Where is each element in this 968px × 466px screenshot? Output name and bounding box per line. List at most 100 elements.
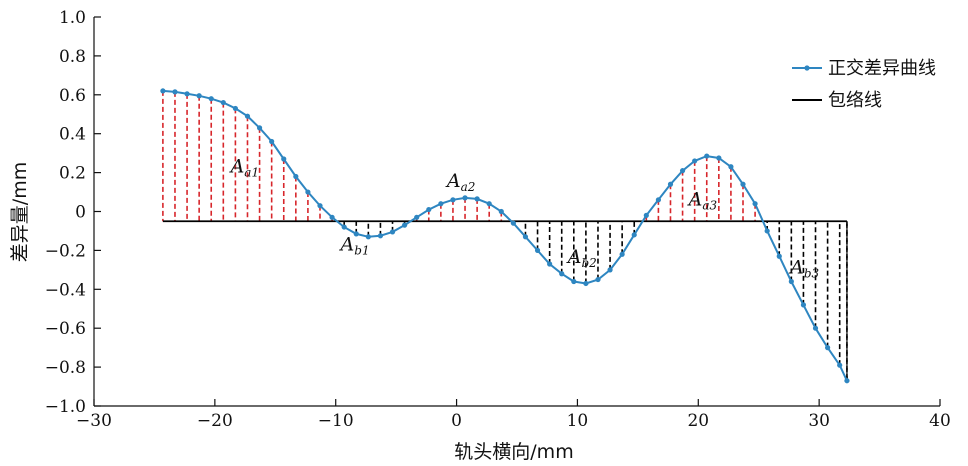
curve-point bbox=[184, 91, 190, 97]
curve-point bbox=[196, 93, 202, 99]
curve-point bbox=[607, 267, 613, 273]
curve-point bbox=[414, 214, 420, 220]
x-tick-label: −20 bbox=[197, 411, 233, 431]
curve-point bbox=[220, 99, 226, 106]
legend: 正交差异曲线 包络线 bbox=[792, 58, 936, 111]
curve-point bbox=[256, 125, 263, 131]
x-tick-label: 40 bbox=[929, 411, 951, 431]
area-label-subscript: a3 bbox=[702, 199, 717, 213]
y-tick-label: −0.8 bbox=[45, 358, 86, 378]
area-label-base: A bbox=[687, 189, 703, 211]
curve-point bbox=[402, 222, 408, 228]
curve-point bbox=[825, 345, 831, 351]
curve-point bbox=[498, 208, 504, 215]
curve-point bbox=[776, 253, 782, 259]
area-label-b1: Ab1 bbox=[339, 233, 370, 257]
area-label-b3: Ab3 bbox=[788, 257, 819, 281]
curve-point bbox=[619, 251, 625, 257]
x-tick-label: 30 bbox=[808, 411, 830, 431]
curve-point bbox=[655, 197, 662, 203]
curve-point bbox=[305, 189, 311, 195]
curve-point bbox=[160, 88, 166, 94]
legend-label-curve: 正交差异曲线 bbox=[828, 58, 936, 79]
x-tick-label: −30 bbox=[76, 411, 112, 431]
curve-point bbox=[486, 201, 492, 207]
curve-point bbox=[595, 276, 601, 283]
curve-point bbox=[800, 302, 807, 308]
area-label-subscript: b3 bbox=[804, 267, 820, 281]
curve-point bbox=[788, 278, 794, 285]
area-label-base: A bbox=[566, 246, 582, 268]
curve-point bbox=[365, 234, 371, 240]
area-label-subscript: b2 bbox=[581, 256, 596, 270]
axes: 1.0 0.8 0.6 0.4 0.2 0 −0.2 −0.4 −0.6 −0.8 −1.0−30 −… bbox=[45, 8, 951, 431]
curve-point bbox=[547, 261, 553, 267]
legend-label-envelope: 包络线 bbox=[828, 90, 882, 111]
curve-point bbox=[704, 153, 710, 159]
curve-point bbox=[837, 362, 843, 368]
legend-marker-curve bbox=[804, 65, 810, 71]
area-label-b2: Ab2 bbox=[566, 246, 597, 270]
curve-point bbox=[510, 220, 516, 226]
curve-point bbox=[716, 155, 722, 161]
y-tick-label: −1.0 bbox=[45, 397, 86, 417]
x-tick-label: −10 bbox=[318, 411, 354, 431]
x-tick-label: 10 bbox=[567, 411, 589, 431]
curve-point bbox=[269, 138, 275, 145]
area-label-a3: Aa3 bbox=[687, 189, 718, 213]
y-tick-label: 0.8 bbox=[59, 47, 86, 67]
curve-point bbox=[341, 224, 347, 230]
curve-point bbox=[844, 378, 850, 384]
y-tick-label: 0.6 bbox=[59, 86, 86, 106]
area-label-base: A bbox=[788, 257, 804, 279]
curve-point bbox=[764, 228, 770, 234]
area-label-subscript: b1 bbox=[354, 243, 369, 257]
curve-point bbox=[667, 181, 674, 187]
curve-point bbox=[692, 158, 698, 164]
curve-point bbox=[172, 89, 178, 95]
curve-point bbox=[462, 195, 468, 201]
area-label-base: A bbox=[339, 233, 355, 255]
area-label-a2: Aa2 bbox=[445, 170, 476, 194]
curve-point bbox=[450, 197, 456, 203]
curve-point bbox=[293, 173, 299, 180]
curve-point bbox=[559, 271, 565, 277]
hatch-layer bbox=[162, 90, 848, 381]
curve-point bbox=[426, 206, 432, 213]
curve-point bbox=[281, 156, 287, 162]
curve-point bbox=[534, 247, 541, 253]
x-tick-label: 20 bbox=[687, 411, 709, 431]
curve-point bbox=[631, 232, 637, 238]
curve-point bbox=[208, 96, 214, 102]
curve-point bbox=[244, 113, 251, 119]
curve-point bbox=[740, 181, 746, 187]
y-tick-label: 1.0 bbox=[59, 8, 86, 28]
area-label-subscript: a1 bbox=[244, 166, 259, 180]
curve-point bbox=[522, 234, 529, 240]
area-label-base: A bbox=[445, 170, 461, 192]
curve-point bbox=[232, 105, 239, 112]
difference-curve-line bbox=[162, 89, 848, 382]
y-tick-label: 0 bbox=[75, 203, 86, 223]
curve-point bbox=[474, 196, 480, 202]
curve-point bbox=[583, 280, 589, 287]
curve-point bbox=[389, 229, 396, 235]
series-layer bbox=[160, 88, 850, 384]
curve-point bbox=[377, 233, 384, 239]
y-tick-label: −0.4 bbox=[45, 280, 86, 300]
x-tick-label: 0 bbox=[451, 411, 462, 431]
area-label-a1: Aa1 bbox=[229, 156, 260, 180]
y-tick-label: −0.6 bbox=[45, 319, 86, 339]
x-axis-title: 轨头横向/mm bbox=[454, 441, 573, 463]
curve-point bbox=[329, 214, 335, 220]
y-tick-label: −0.2 bbox=[45, 241, 86, 261]
curve-point bbox=[679, 168, 686, 174]
y-tick-label: 0.4 bbox=[59, 125, 86, 145]
y-axis-title: 差异量/mm bbox=[9, 162, 31, 262]
curve-point bbox=[752, 201, 758, 207]
curve-point bbox=[812, 325, 819, 331]
area-label-base: A bbox=[229, 156, 245, 178]
curve-point bbox=[353, 231, 359, 237]
